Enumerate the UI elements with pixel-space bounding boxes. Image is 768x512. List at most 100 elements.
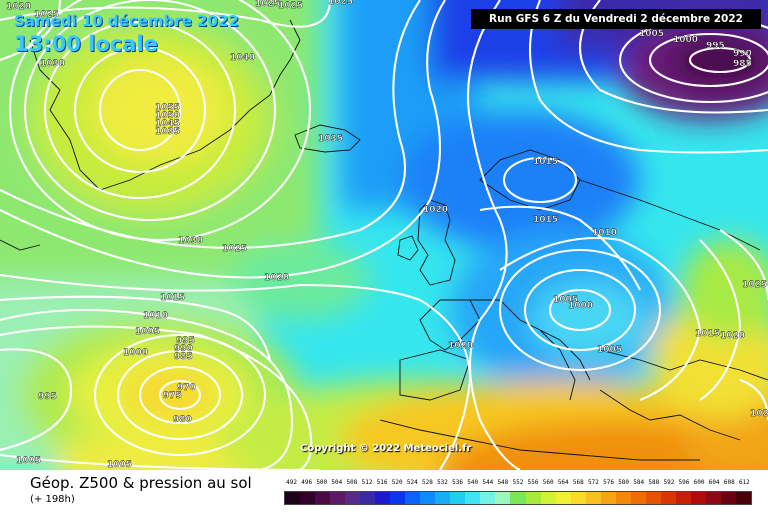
scale-swatch bbox=[570, 492, 586, 504]
isobars bbox=[0, 0, 768, 470]
isobar-label: 1020 bbox=[720, 331, 745, 341]
isobar-label: 1030 bbox=[178, 236, 203, 246]
scale-label: 556 bbox=[527, 479, 539, 486]
isobar-label: 995 bbox=[38, 392, 57, 402]
isobar-label: 1015 bbox=[160, 293, 185, 303]
isobar-label: 1000 bbox=[673, 35, 698, 45]
scale-swatch bbox=[465, 492, 481, 504]
forecast-date-title: Samedi 10 décembre 2022 bbox=[14, 12, 239, 30]
isobar-label: 1050 bbox=[155, 111, 180, 121]
scale-swatch bbox=[375, 492, 391, 504]
scale-label: 544 bbox=[482, 479, 494, 486]
scale-label: 560 bbox=[542, 479, 554, 486]
geopotential-field: 1020 1025 1030 1025 1025 1025 1040 1055 … bbox=[0, 0, 768, 470]
copyright-notice: Copyright © 2022 Meteociel.fr bbox=[300, 443, 472, 454]
scale-label: 504 bbox=[331, 479, 343, 486]
scale-label: 540 bbox=[467, 479, 479, 486]
scale-swatch bbox=[645, 492, 661, 504]
isobar-label: 1055 bbox=[155, 103, 180, 113]
scale-label: 508 bbox=[346, 479, 358, 486]
isobar-label: 1025 bbox=[255, 0, 280, 9]
geopotential-pressure-map: 1020 1025 1030 1025 1025 1025 1040 1055 … bbox=[0, 0, 768, 470]
isobar-labels: 1020 1025 1030 1025 1025 1025 1040 1055 … bbox=[6, 0, 768, 470]
scale-swatch bbox=[330, 492, 346, 504]
scale-label: 532 bbox=[437, 479, 448, 486]
scale-swatch bbox=[525, 492, 541, 504]
isobar-label: 1045 bbox=[155, 119, 180, 129]
isobar-label: 1040 bbox=[230, 53, 255, 63]
scale-label: 500 bbox=[316, 479, 328, 486]
scale-label: 600 bbox=[693, 479, 705, 486]
isobar-label: 1025 bbox=[750, 409, 768, 419]
scale-swatch bbox=[705, 492, 721, 504]
scale-swatch bbox=[450, 492, 466, 504]
isobar-label: 1010 bbox=[143, 311, 168, 321]
isobar-label: 1025 bbox=[222, 244, 247, 254]
scale-label: 584 bbox=[633, 479, 645, 486]
scale-label: 528 bbox=[421, 479, 433, 486]
scale-label: 588 bbox=[648, 479, 660, 486]
scale-swatch bbox=[420, 492, 436, 504]
isobar-label: 1035 bbox=[318, 134, 343, 144]
scale-swatch bbox=[315, 492, 331, 504]
scale-swatch bbox=[390, 492, 406, 504]
isobar-label: 1030 bbox=[40, 59, 65, 69]
isobar-label: 1000 bbox=[123, 348, 148, 358]
scale-label: 604 bbox=[708, 479, 720, 486]
scale-label: 492 bbox=[286, 479, 297, 486]
scale-label: 576 bbox=[603, 479, 614, 486]
scale-swatch bbox=[360, 492, 376, 504]
scale-swatch bbox=[735, 492, 751, 504]
isobar-label: 985 bbox=[174, 352, 193, 362]
isobar-label: 1025 bbox=[742, 280, 767, 290]
scale-swatch bbox=[405, 492, 421, 504]
scale-label: 512 bbox=[361, 479, 373, 486]
scale-label: 580 bbox=[618, 479, 630, 486]
scale-label: 496 bbox=[301, 479, 313, 486]
scale-swatch bbox=[555, 492, 571, 504]
isobar-label: 985 bbox=[733, 59, 752, 69]
isobar-label: 1000 bbox=[568, 301, 593, 311]
scale-swatch bbox=[495, 492, 511, 504]
scale-label: 548 bbox=[497, 479, 509, 486]
scale-label: 552 bbox=[512, 479, 524, 486]
scale-label: 596 bbox=[678, 479, 690, 486]
isobar-label: 1005 bbox=[597, 345, 622, 355]
isobar-label: 1020 bbox=[6, 2, 31, 12]
scale-label: 516 bbox=[376, 479, 388, 486]
scale-swatch bbox=[630, 492, 646, 504]
isobar-label: 1005 bbox=[639, 29, 664, 39]
scale-label: 612 bbox=[738, 479, 750, 486]
isobar-label: 990 bbox=[174, 344, 193, 354]
isobar-label: 970 bbox=[177, 383, 196, 393]
color-scale-legend: 492 496 500 504 508 512 516 520 524 528 532 536 540 5… bbox=[284, 477, 752, 507]
scale-swatch bbox=[600, 492, 616, 504]
isobar-label: 990 bbox=[733, 49, 752, 59]
isobar-label: 1015 bbox=[533, 215, 558, 225]
isobar-label: 1015 bbox=[695, 329, 720, 339]
isobar-label: 1020 bbox=[423, 205, 448, 215]
isobar-label: 1035 bbox=[155, 127, 180, 137]
color-scale-labels: 492 496 500 504 508 512 516 520 524 528 532 536 540 5… bbox=[284, 477, 752, 488]
isobar-label: 995 bbox=[706, 41, 725, 51]
scale-label: 536 bbox=[452, 479, 463, 486]
isobar-label: 1020 bbox=[264, 273, 289, 283]
scale-swatch bbox=[300, 492, 316, 504]
color-scale-bar bbox=[284, 491, 752, 505]
scale-swatch bbox=[660, 492, 676, 504]
isobar-label: 980 bbox=[173, 415, 192, 425]
scale-label: 520 bbox=[391, 479, 403, 486]
scale-swatch bbox=[510, 492, 526, 504]
scale-label: 608 bbox=[723, 479, 735, 486]
isobar-label: 1020 bbox=[448, 341, 473, 351]
scale-swatch bbox=[540, 492, 556, 504]
isobar-label: 1025 bbox=[278, 1, 303, 11]
map-caption-title: Géop. Z500 & pression au sol bbox=[30, 474, 252, 492]
scale-label: 572 bbox=[588, 479, 599, 486]
isobar-label: 1005 bbox=[553, 295, 578, 305]
isobar-label: 995 bbox=[176, 336, 195, 346]
map-caption-lead-time: (+ 198h) bbox=[30, 494, 75, 505]
scale-swatch bbox=[720, 492, 736, 504]
scale-label: 524 bbox=[406, 479, 418, 486]
